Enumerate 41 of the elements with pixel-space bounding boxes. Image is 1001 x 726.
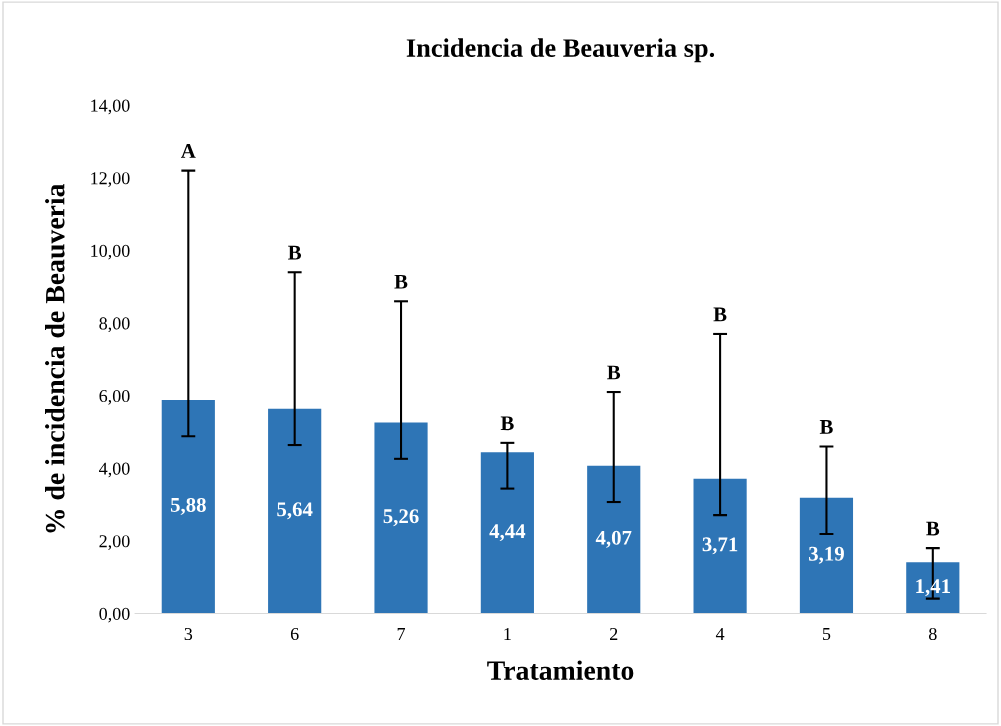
data-label: 5,64 bbox=[277, 502, 313, 520]
annotation: B bbox=[288, 245, 302, 260]
x-tick-label: 4 bbox=[715, 628, 725, 640]
bar bbox=[374, 422, 428, 614]
bar bbox=[268, 408, 322, 614]
bar bbox=[587, 465, 641, 614]
data-label: 5,88 bbox=[170, 497, 206, 515]
x-tick-label: 3 bbox=[184, 627, 193, 641]
bar bbox=[480, 452, 534, 614]
y-tick-label: 6,00 bbox=[99, 389, 130, 405]
x-tick-label: 5 bbox=[822, 628, 831, 641]
data-label: 4,44 bbox=[489, 524, 526, 542]
bar bbox=[799, 497, 854, 614]
data-label: 4,07 bbox=[595, 530, 632, 548]
y-tick-label: 2,00 bbox=[99, 535, 130, 550]
x-tick-label: 8 bbox=[928, 627, 937, 641]
annotation: B bbox=[607, 365, 621, 380]
y-tick-label: 10,00 bbox=[91, 244, 130, 260]
data-label: 5,26 bbox=[383, 509, 419, 527]
x-tick-label: 7 bbox=[397, 628, 406, 640]
annotation: B bbox=[926, 521, 940, 536]
x-tick-label: 6 bbox=[290, 627, 299, 641]
annotation: B bbox=[500, 416, 514, 431]
data-label: 3,71 bbox=[702, 537, 738, 555]
x-tick-label: 2 bbox=[610, 627, 618, 640]
y-tick-label: 4,00 bbox=[99, 462, 130, 478]
annotation: B bbox=[394, 274, 408, 289]
bar bbox=[161, 400, 215, 614]
x-axis-title: Tratamiento bbox=[487, 660, 634, 680]
y-tick-label: 14,00 bbox=[91, 99, 130, 115]
y-tick-label: 8,00 bbox=[99, 317, 130, 333]
annotation: A bbox=[181, 144, 196, 158]
y-tick-label: 12,00 bbox=[91, 172, 130, 187]
y-axis-title: % de incidencia de Beauveria bbox=[45, 183, 65, 533]
annotation: B bbox=[713, 307, 727, 322]
chart-title: Incidencia de Beauveria sp. bbox=[406, 38, 715, 63]
bar bbox=[693, 478, 747, 614]
data-label: 3,19 bbox=[809, 546, 844, 564]
y-tick-label: 0,00 bbox=[99, 607, 130, 623]
annotation: B bbox=[819, 420, 833, 434]
x-tick-label: 1 bbox=[504, 627, 511, 640]
